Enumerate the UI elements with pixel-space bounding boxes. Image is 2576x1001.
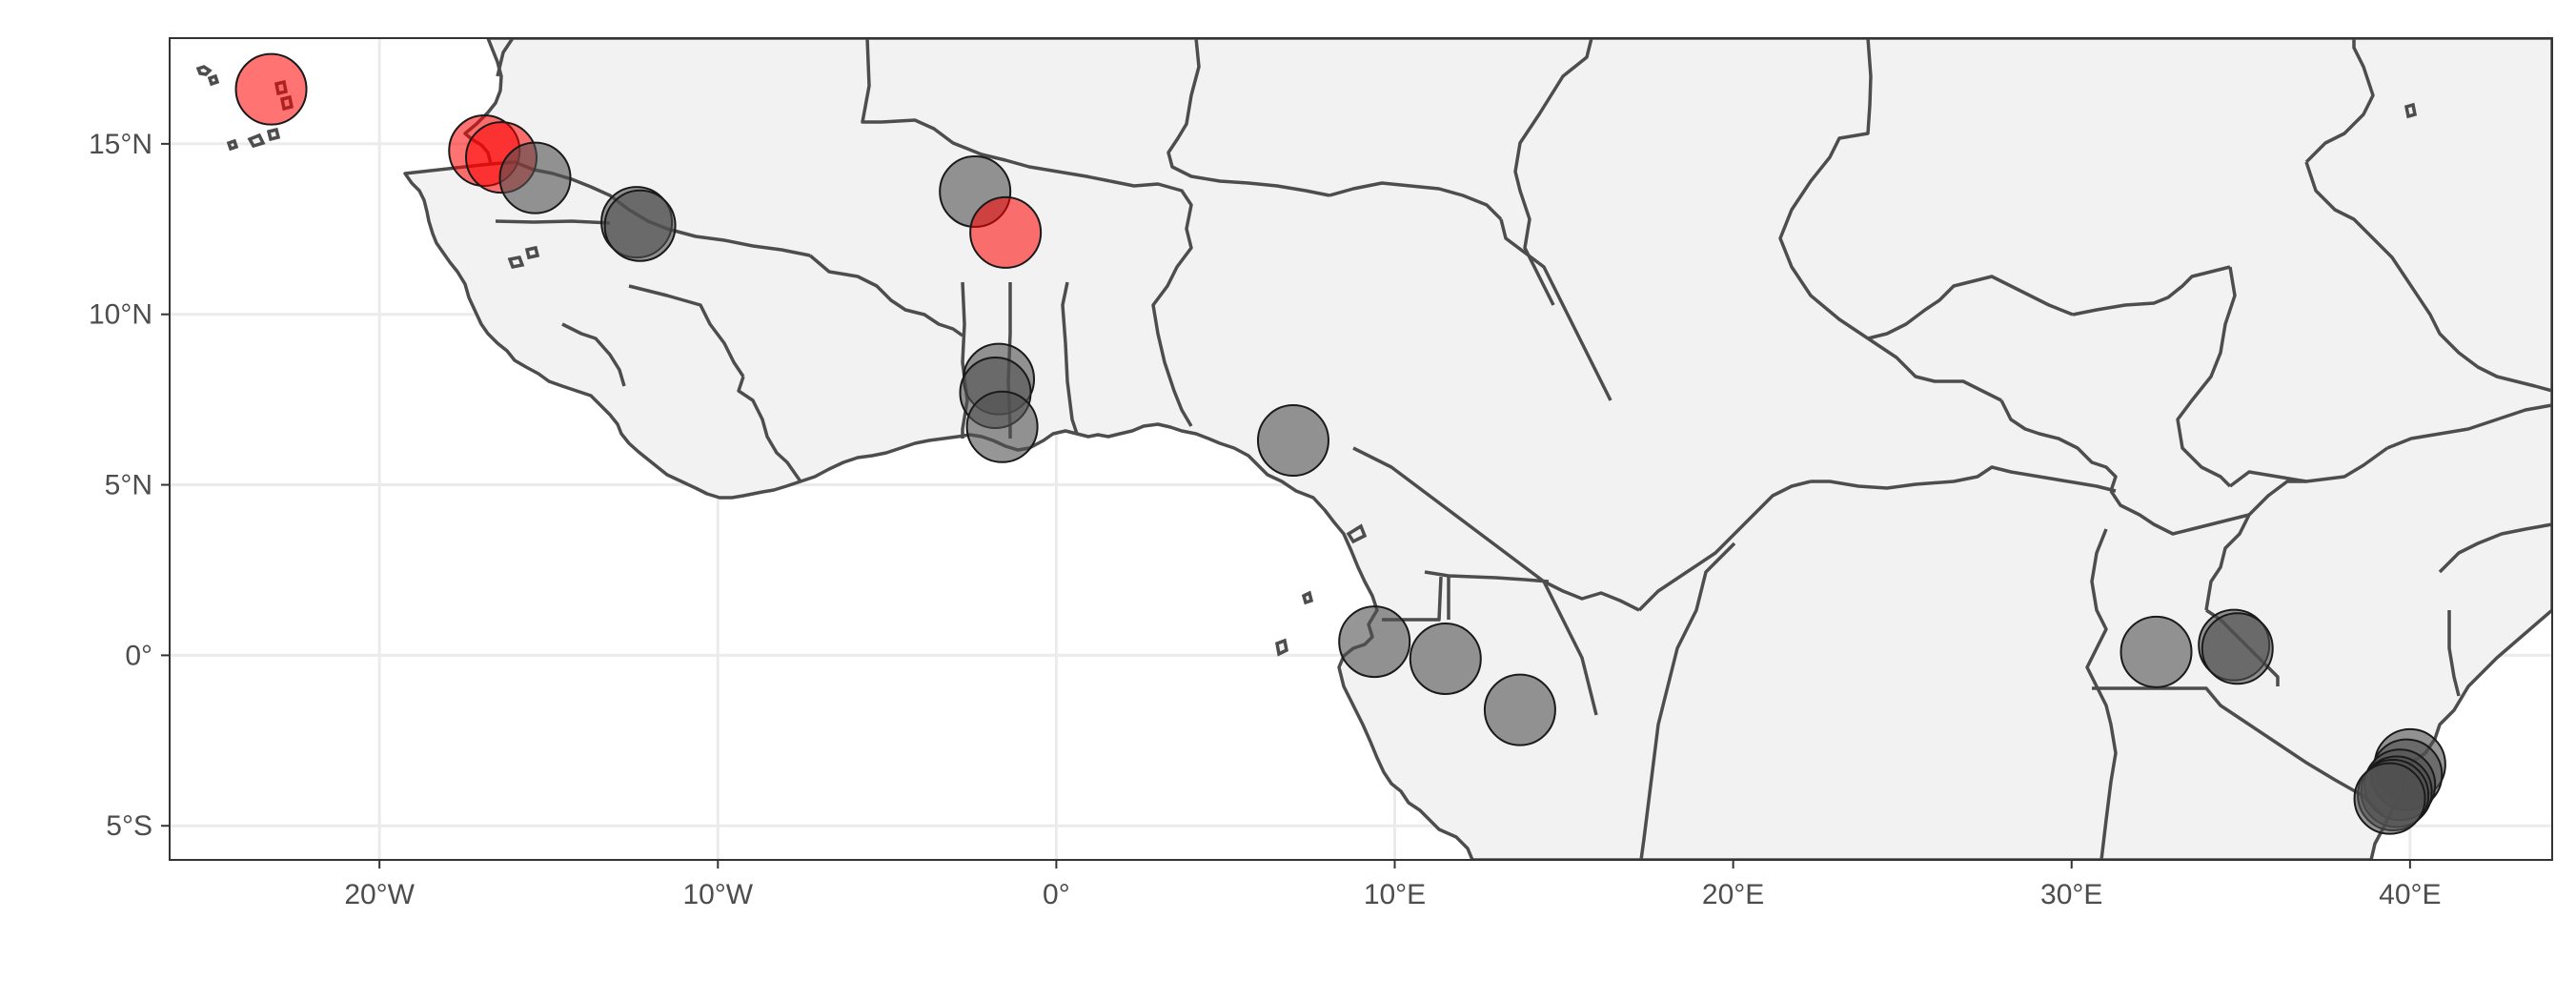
x-tick-label: 20°E bbox=[1702, 879, 1764, 910]
y-tick-label: 15°N bbox=[89, 129, 152, 160]
data-point bbox=[1483, 673, 1556, 746]
axis-ticks bbox=[161, 142, 2411, 868]
y-tick-label: 5°S bbox=[106, 810, 152, 842]
data-point bbox=[2120, 615, 2193, 688]
highlighted-point bbox=[969, 195, 1043, 269]
y-tick-label: 10°N bbox=[89, 299, 152, 331]
x-tick-label: 10°W bbox=[682, 879, 753, 910]
data-point bbox=[603, 189, 677, 262]
data-point bbox=[498, 141, 572, 214]
panel-border bbox=[169, 37, 2553, 861]
highlighted-point bbox=[234, 52, 308, 126]
data-point bbox=[2353, 762, 2426, 835]
x-tick-label: 0° bbox=[1043, 879, 1070, 910]
x-tick-label: 40°E bbox=[2379, 879, 2441, 910]
country-borders bbox=[490, 38, 2552, 860]
x-tick-label: 30°E bbox=[2040, 879, 2102, 910]
data-point bbox=[1409, 622, 1482, 695]
x-tick-label: 10°E bbox=[1364, 879, 1426, 910]
data-point bbox=[1338, 605, 1411, 679]
y-tick-label: 0° bbox=[125, 640, 152, 671]
data-point bbox=[2201, 612, 2274, 685]
observation-points bbox=[234, 52, 2446, 835]
data-point bbox=[965, 390, 1039, 463]
x-tick-label: 20°W bbox=[344, 879, 415, 910]
axis-labels: 20°W 10°W 0° 10°E 20°E 30°E 40°E 15°N 10°N 5°N 0° 5… bbox=[89, 129, 2442, 910]
data-point bbox=[1256, 404, 1329, 478]
y-tick-label: 5°N bbox=[105, 470, 152, 501]
